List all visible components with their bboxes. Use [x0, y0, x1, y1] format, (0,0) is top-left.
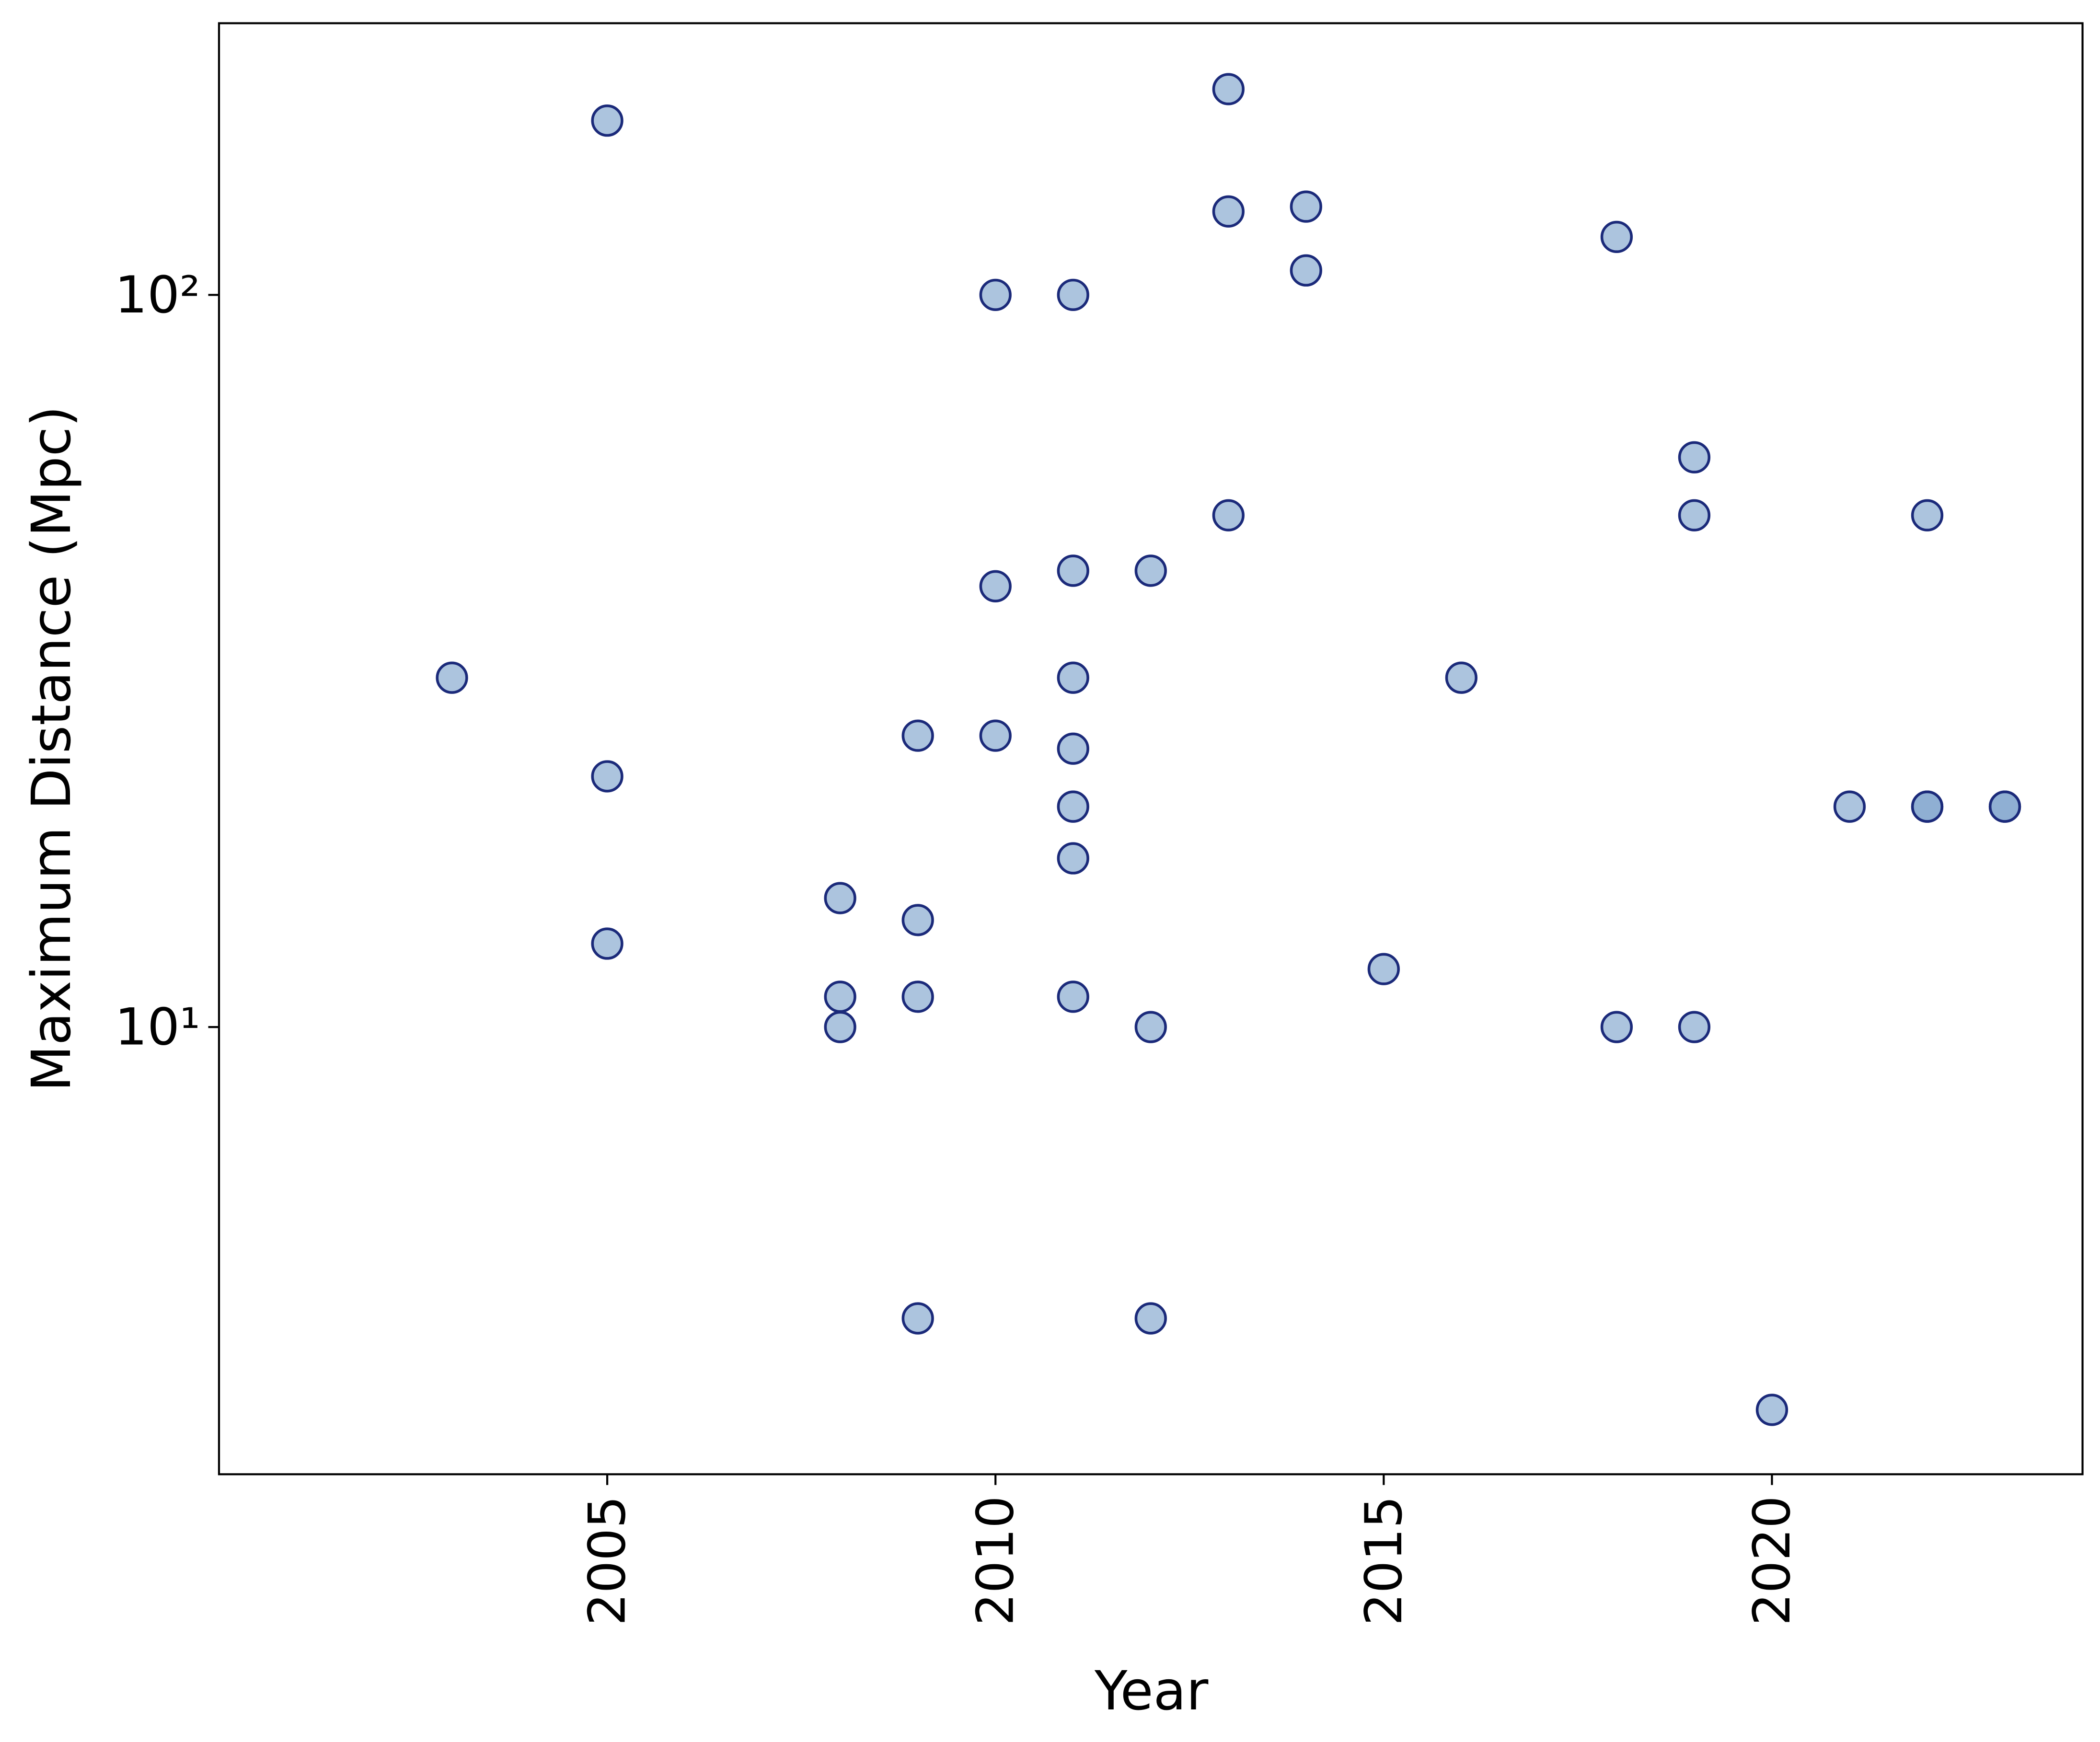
y-tick-label: 10¹ — [115, 998, 200, 1057]
point — [436, 661, 468, 694]
point — [1678, 441, 1711, 473]
point — [824, 882, 856, 914]
point — [901, 719, 934, 752]
point — [1057, 842, 1089, 875]
x-tick-label: 2015 — [1354, 1496, 1414, 1626]
point — [1600, 1011, 1633, 1043]
point — [1367, 953, 1400, 985]
point — [824, 1011, 856, 1043]
y-tick-label: 10² — [115, 265, 200, 325]
point — [1911, 499, 1944, 531]
point — [901, 904, 934, 936]
point — [824, 981, 856, 1013]
point — [591, 927, 623, 960]
point — [1290, 190, 1322, 223]
plot-frame — [218, 22, 2084, 1476]
point — [901, 1302, 934, 1335]
point — [1057, 981, 1089, 1013]
point — [1755, 1394, 1788, 1426]
point — [1134, 554, 1167, 587]
point — [1057, 790, 1089, 823]
point — [979, 570, 1012, 602]
point — [591, 104, 623, 137]
point — [979, 719, 1012, 752]
point — [1833, 790, 1866, 823]
point — [1290, 254, 1322, 287]
point — [1988, 790, 2021, 823]
point — [1212, 499, 1245, 531]
point — [1445, 661, 1478, 694]
point — [1678, 499, 1711, 531]
point — [979, 278, 1012, 311]
x-tick-label: 2010 — [966, 1496, 1026, 1626]
point — [1057, 732, 1089, 765]
point — [1134, 1011, 1167, 1043]
point — [901, 981, 934, 1013]
point — [1057, 661, 1089, 694]
point — [1600, 220, 1633, 254]
x-tick-label: 2005 — [578, 1496, 637, 1626]
x-tick-label: 2020 — [1742, 1496, 1802, 1626]
point — [1678, 1011, 1711, 1043]
point — [1212, 195, 1245, 228]
point — [1911, 790, 1944, 823]
point — [1134, 1302, 1167, 1335]
point — [1212, 73, 1245, 105]
point — [1057, 278, 1089, 311]
point — [591, 760, 623, 793]
x-axis-title: Year — [1094, 1660, 1209, 1722]
y-axis-title: Maximum Distance (Mpc) — [21, 406, 83, 1092]
point — [1057, 554, 1089, 587]
